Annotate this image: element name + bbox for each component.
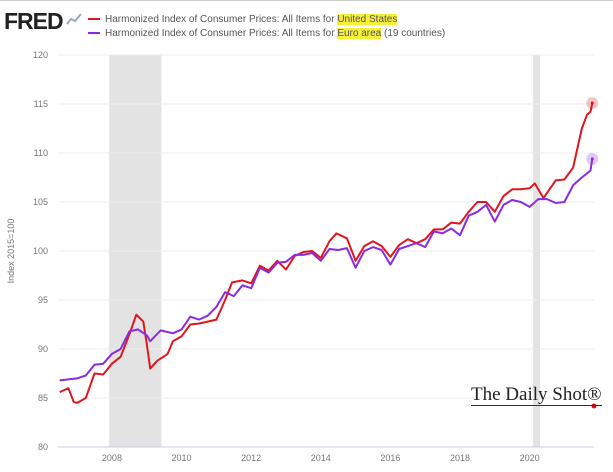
x-tick-label: 2018 (450, 453, 470, 463)
legend-swatch-us (88, 18, 100, 21)
y-tick-label: 120 (33, 50, 48, 60)
fred-logo: FRED (4, 8, 64, 34)
y-tick-label: 95 (38, 295, 48, 305)
daily-shot-watermark: The Daily Shot® (471, 384, 602, 406)
endpoint-dot (590, 101, 594, 105)
us-series-line (59, 102, 594, 404)
endpoint-dot (590, 157, 594, 161)
x-tick-label: 2008 (102, 453, 122, 463)
y-tick-label: 100 (33, 246, 48, 256)
y-tick-label: 85 (38, 393, 48, 403)
x-tick-label: 2010 (172, 453, 192, 463)
legend-label: Harmonized Index of Consumer Prices: All… (105, 14, 338, 25)
x-tick-label: 2014 (311, 453, 331, 463)
legend-suffix: (19 countries) (381, 28, 446, 39)
legend-item-euro[interactable]: Harmonized Index of Consumer Prices: All… (88, 28, 445, 39)
y-tick-label: 80 (38, 442, 48, 452)
legend-item-us[interactable]: Harmonized Index of Consumer Prices: All… (88, 14, 398, 25)
euro-series-line (59, 158, 594, 382)
legend-label: Harmonized Index of Consumer Prices: All… (105, 28, 338, 39)
legend-highlight: Euro area (337, 28, 382, 39)
y-tick-label: 105 (33, 197, 48, 207)
y-axis-label: Index 2015=100 (6, 219, 16, 284)
chart-logo-icon (66, 13, 82, 25)
x-tick-label: 2016 (380, 453, 400, 463)
legend-highlight: United States (337, 14, 398, 25)
y-tick-label: 110 (34, 148, 48, 158)
x-tick-label: 2020 (520, 453, 540, 463)
y-tick-label: 115 (34, 99, 48, 109)
legend-swatch-euro (88, 32, 100, 35)
x-tick-label: 2012 (241, 453, 261, 463)
watermark-dot (591, 403, 597, 409)
y-tick-label: 90 (38, 344, 48, 354)
